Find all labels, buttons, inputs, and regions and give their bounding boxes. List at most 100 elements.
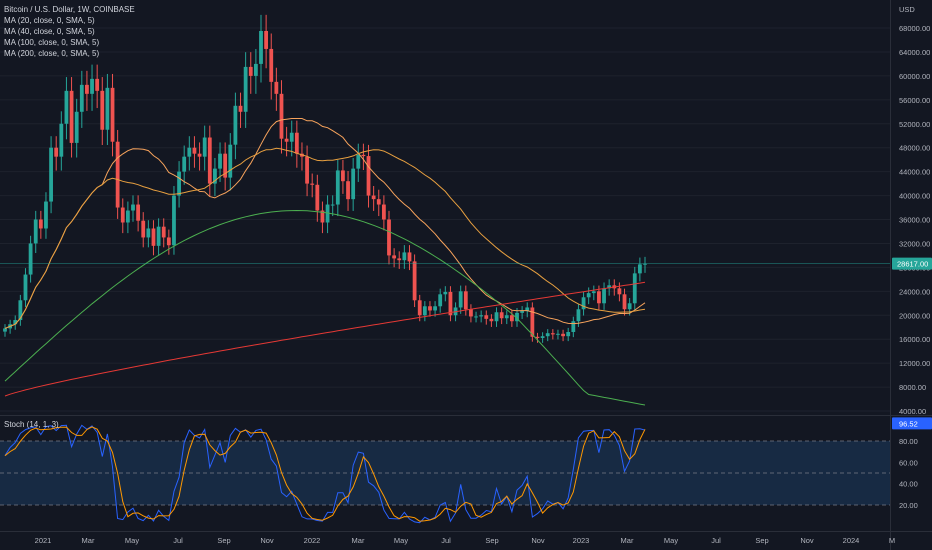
candle-body <box>136 204 141 221</box>
candle-body <box>100 90 105 130</box>
y-tick-label: 56000.00 <box>899 96 930 105</box>
candle-body <box>284 138 289 142</box>
candle-body <box>581 297 586 310</box>
y-tick-label: 24000.00 <box>899 287 930 296</box>
candle-body <box>238 105 243 112</box>
candle-body <box>499 312 504 319</box>
candle-body <box>218 153 222 169</box>
x-tick-label: May <box>125 536 139 545</box>
candle-body <box>407 252 412 262</box>
candle-body <box>289 132 294 142</box>
candle-body <box>463 291 468 310</box>
y-tick-label: 68000.00 <box>899 24 930 33</box>
candle-body <box>550 333 555 335</box>
stoch-badge <box>892 417 932 430</box>
candle-body <box>223 153 228 178</box>
candle-body <box>402 252 407 261</box>
y-tick-label: 60000.00 <box>899 72 930 81</box>
candle-body <box>346 181 350 200</box>
ma100-legend[interactable]: MA (100, close, 0, SMA, 5) <box>4 38 100 47</box>
candle-body <box>489 318 494 322</box>
candle-body <box>38 219 43 229</box>
candle-body <box>23 274 28 301</box>
candle-body <box>207 137 212 184</box>
candle-body <box>28 243 33 275</box>
candle-body <box>187 147 192 157</box>
candle-body <box>520 311 525 313</box>
candle-body <box>172 195 176 246</box>
candle-body <box>141 220 146 238</box>
candle-body <box>617 288 622 295</box>
candle-body <box>576 309 581 322</box>
y-tick-label: 8000.00 <box>899 383 926 392</box>
candle-body <box>131 204 135 211</box>
price-badge-label: 28617.00 <box>897 260 928 269</box>
ma20-legend[interactable]: MA (20, close, 0, SMA, 5) <box>4 16 95 25</box>
candle-body <box>125 210 130 223</box>
stoch-tick-label: 60.00 <box>899 458 918 467</box>
candle-body <box>412 261 417 301</box>
y-tick-label: 48000.00 <box>899 144 930 153</box>
candle-body <box>330 204 335 206</box>
candle-body <box>59 123 64 157</box>
stoch-tick-label: 80.00 <box>899 437 918 446</box>
candle-body <box>243 66 248 112</box>
candle-body <box>392 255 397 259</box>
ma200-legend[interactable]: MA (200, close, 0, SMA, 5) <box>4 49 100 58</box>
candle-body <box>146 228 151 238</box>
candle-body <box>494 312 499 322</box>
candle-body <box>571 321 576 333</box>
ma200-line <box>4 281 646 397</box>
candle-body <box>469 309 473 317</box>
y-tick-label: 32000.00 <box>899 239 930 248</box>
candle-body <box>202 137 207 157</box>
candle-body <box>607 285 612 289</box>
candle-body <box>458 291 463 308</box>
candle-body <box>228 144 233 178</box>
candle-body <box>566 332 571 337</box>
candle-body <box>433 306 437 311</box>
ma40-legend[interactable]: MA (40, close, 0, SMA, 5) <box>4 27 95 36</box>
candle-body <box>197 153 202 157</box>
symbol-title[interactable]: Bitcoin / U.S. Dollar, 1W, COINBASE <box>4 5 135 14</box>
candle-body <box>248 66 253 76</box>
stoch-badge-label: 96.52 <box>899 419 918 428</box>
candle-body <box>166 237 171 246</box>
y-tick-label: 12000.00 <box>899 359 930 368</box>
x-tick-label: Nov <box>800 536 814 545</box>
candle-body <box>602 288 606 304</box>
candle-body <box>95 78 100 91</box>
candle-body <box>320 210 325 223</box>
candle-body <box>213 168 217 184</box>
x-tick-label: Mar <box>82 536 95 545</box>
x-tick-label: Sep <box>755 536 768 545</box>
price-badge <box>892 257 932 270</box>
stoch-tick-label: 20.00 <box>899 501 918 510</box>
candle-body <box>397 258 402 261</box>
candle-body <box>18 300 23 321</box>
stoch-k-line <box>4 424 646 524</box>
candle-body <box>597 291 601 304</box>
candle-body <box>376 199 381 205</box>
candle-body <box>341 170 345 182</box>
candle-body <box>120 207 125 223</box>
x-tick-label: Nov <box>260 536 274 545</box>
x-tick-label: 2021 <box>35 536 52 545</box>
candle-body <box>417 300 422 316</box>
candle-body <box>279 93 284 139</box>
stoch-label[interactable]: Stoch (14, 1, 3) <box>4 420 59 429</box>
candle-body <box>192 147 197 154</box>
candle-body <box>64 90 69 124</box>
candle-body <box>643 263 647 265</box>
candle-body <box>74 111 79 143</box>
candle-body <box>54 147 59 157</box>
candle-body <box>545 333 550 337</box>
candle-body <box>622 294 627 310</box>
candle-body <box>428 306 432 311</box>
candle-body <box>561 333 565 337</box>
candle-body <box>627 303 632 310</box>
candle-body <box>438 294 443 307</box>
candle-body <box>33 219 38 244</box>
x-tick-label: M <box>889 536 895 545</box>
